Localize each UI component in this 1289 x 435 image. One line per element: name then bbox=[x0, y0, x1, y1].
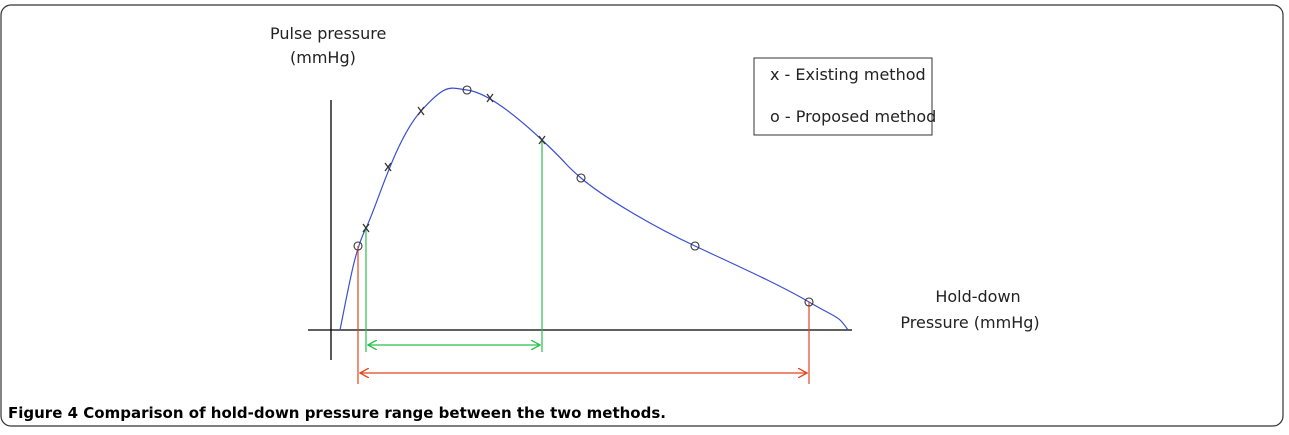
caption-label: Figure 4 bbox=[8, 404, 78, 422]
legend-entry: x - Existing method bbox=[770, 65, 926, 84]
y-axis-label: Pulse pressure bbox=[270, 24, 386, 43]
x-axis-label: Pressure (mmHg) bbox=[900, 313, 1039, 332]
caption: Figure 4 Comparison of hold-down pressur… bbox=[8, 404, 666, 422]
proposed-markers bbox=[353, 85, 814, 307]
x-axis-label: Hold-down bbox=[935, 287, 1020, 306]
legend-entry: o - Proposed method bbox=[770, 107, 936, 126]
existing-range bbox=[365, 140, 543, 352]
y-axis-label: (mmHg) bbox=[290, 48, 356, 67]
existing-markers bbox=[362, 93, 546, 233]
frame bbox=[0, 4, 1284, 427]
caption-text: Comparison of hold-down pressure range b… bbox=[83, 404, 666, 422]
proposed-range bbox=[357, 246, 810, 384]
legend-box bbox=[753, 57, 933, 136]
